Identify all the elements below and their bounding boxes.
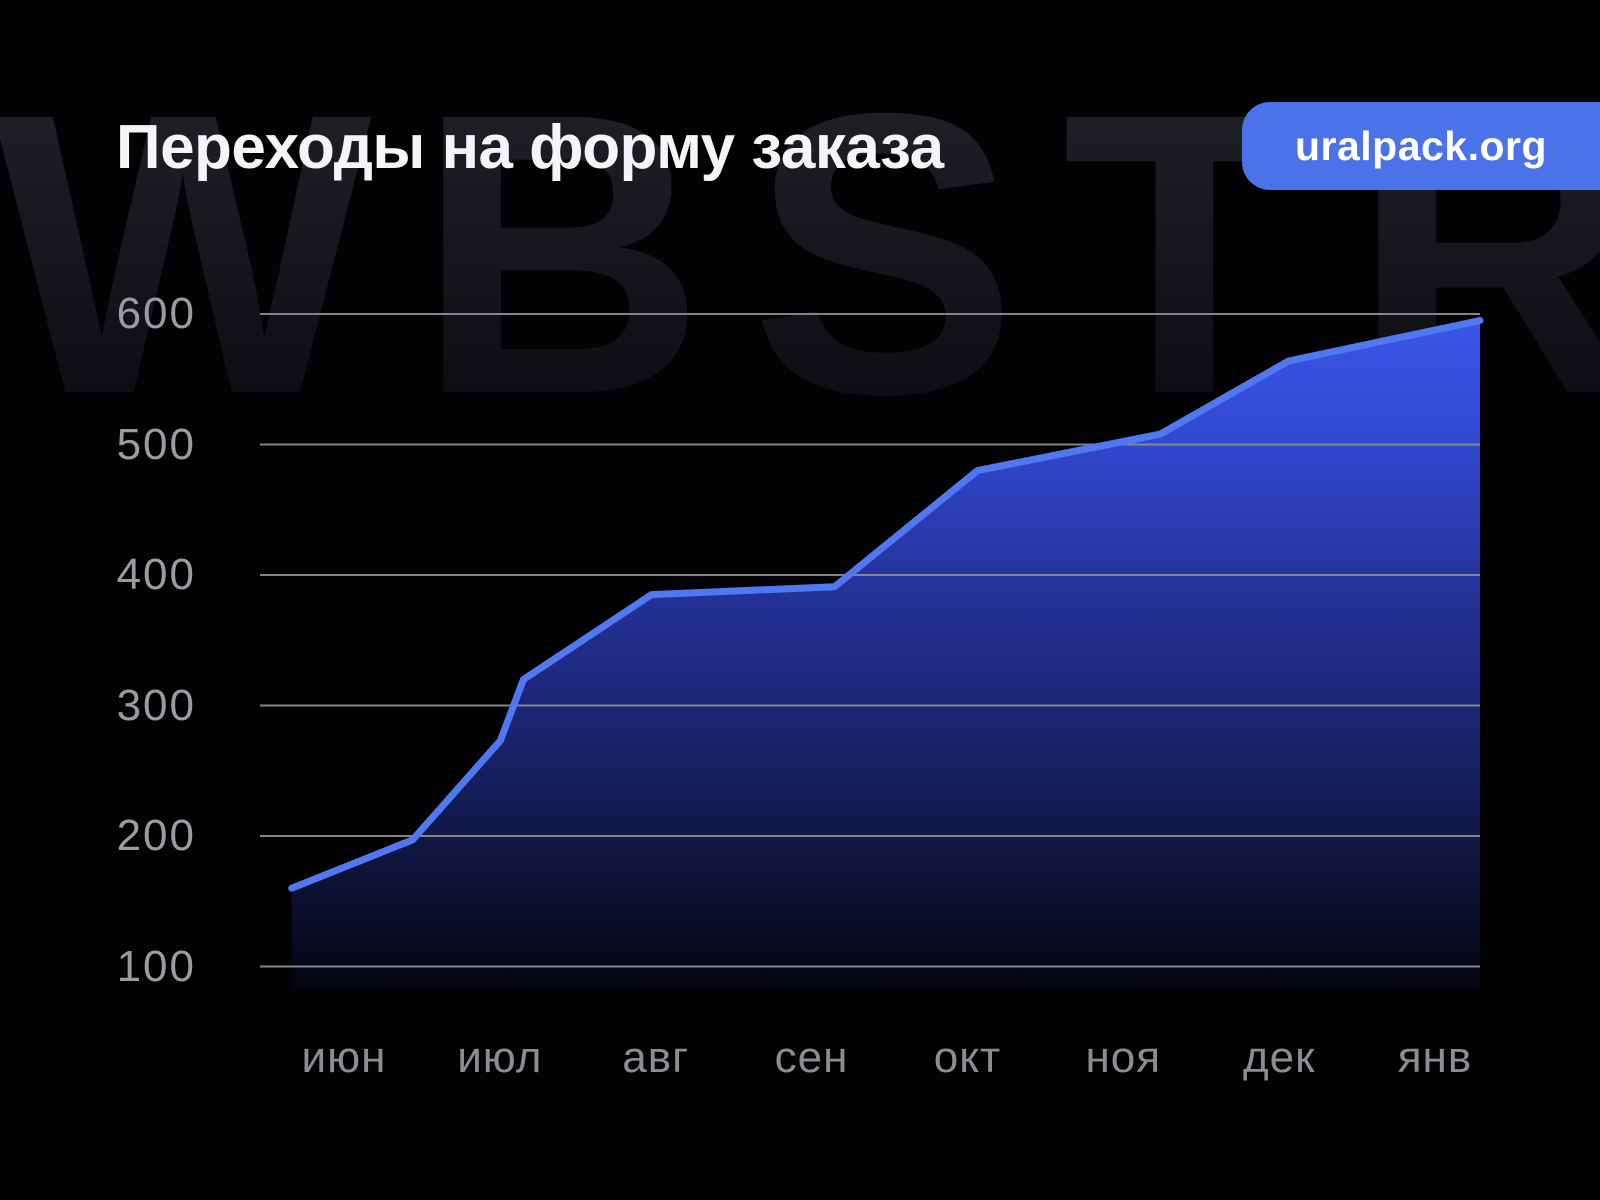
- site-badge-label: uralpack.org: [1294, 122, 1548, 169]
- x-axis-label: окт: [933, 1033, 1002, 1082]
- x-axis-label: сен: [774, 1033, 849, 1082]
- chart-gridlines: [260, 313, 1480, 968]
- y-axis-tick-label: 400: [116, 550, 196, 599]
- x-axis-label: июл: [457, 1033, 543, 1082]
- chart-title: Переходы на форму заказа: [116, 113, 944, 182]
- y-axis-tick-label: 300: [116, 680, 196, 730]
- y-axis-tick-label: 200: [116, 811, 196, 860]
- chart-data-line: [288, 317, 1484, 892]
- x-axis-label: ноя: [1085, 1033, 1162, 1082]
- y-axis-tick-label: 500: [116, 419, 196, 469]
- site-badge[interactable]: uralpack.org: [1242, 102, 1600, 190]
- x-axis-label: июн: [301, 1033, 387, 1082]
- x-axis-label: дек: [1242, 1033, 1316, 1082]
- x-axis-label: авг: [622, 1033, 690, 1082]
- x-axis-label: янв: [1397, 1033, 1473, 1082]
- chart-area-fill: [291, 320, 1481, 990]
- y-axis-tick-label: 100: [116, 941, 196, 991]
- y-axis-tick-label: 600: [116, 289, 196, 338]
